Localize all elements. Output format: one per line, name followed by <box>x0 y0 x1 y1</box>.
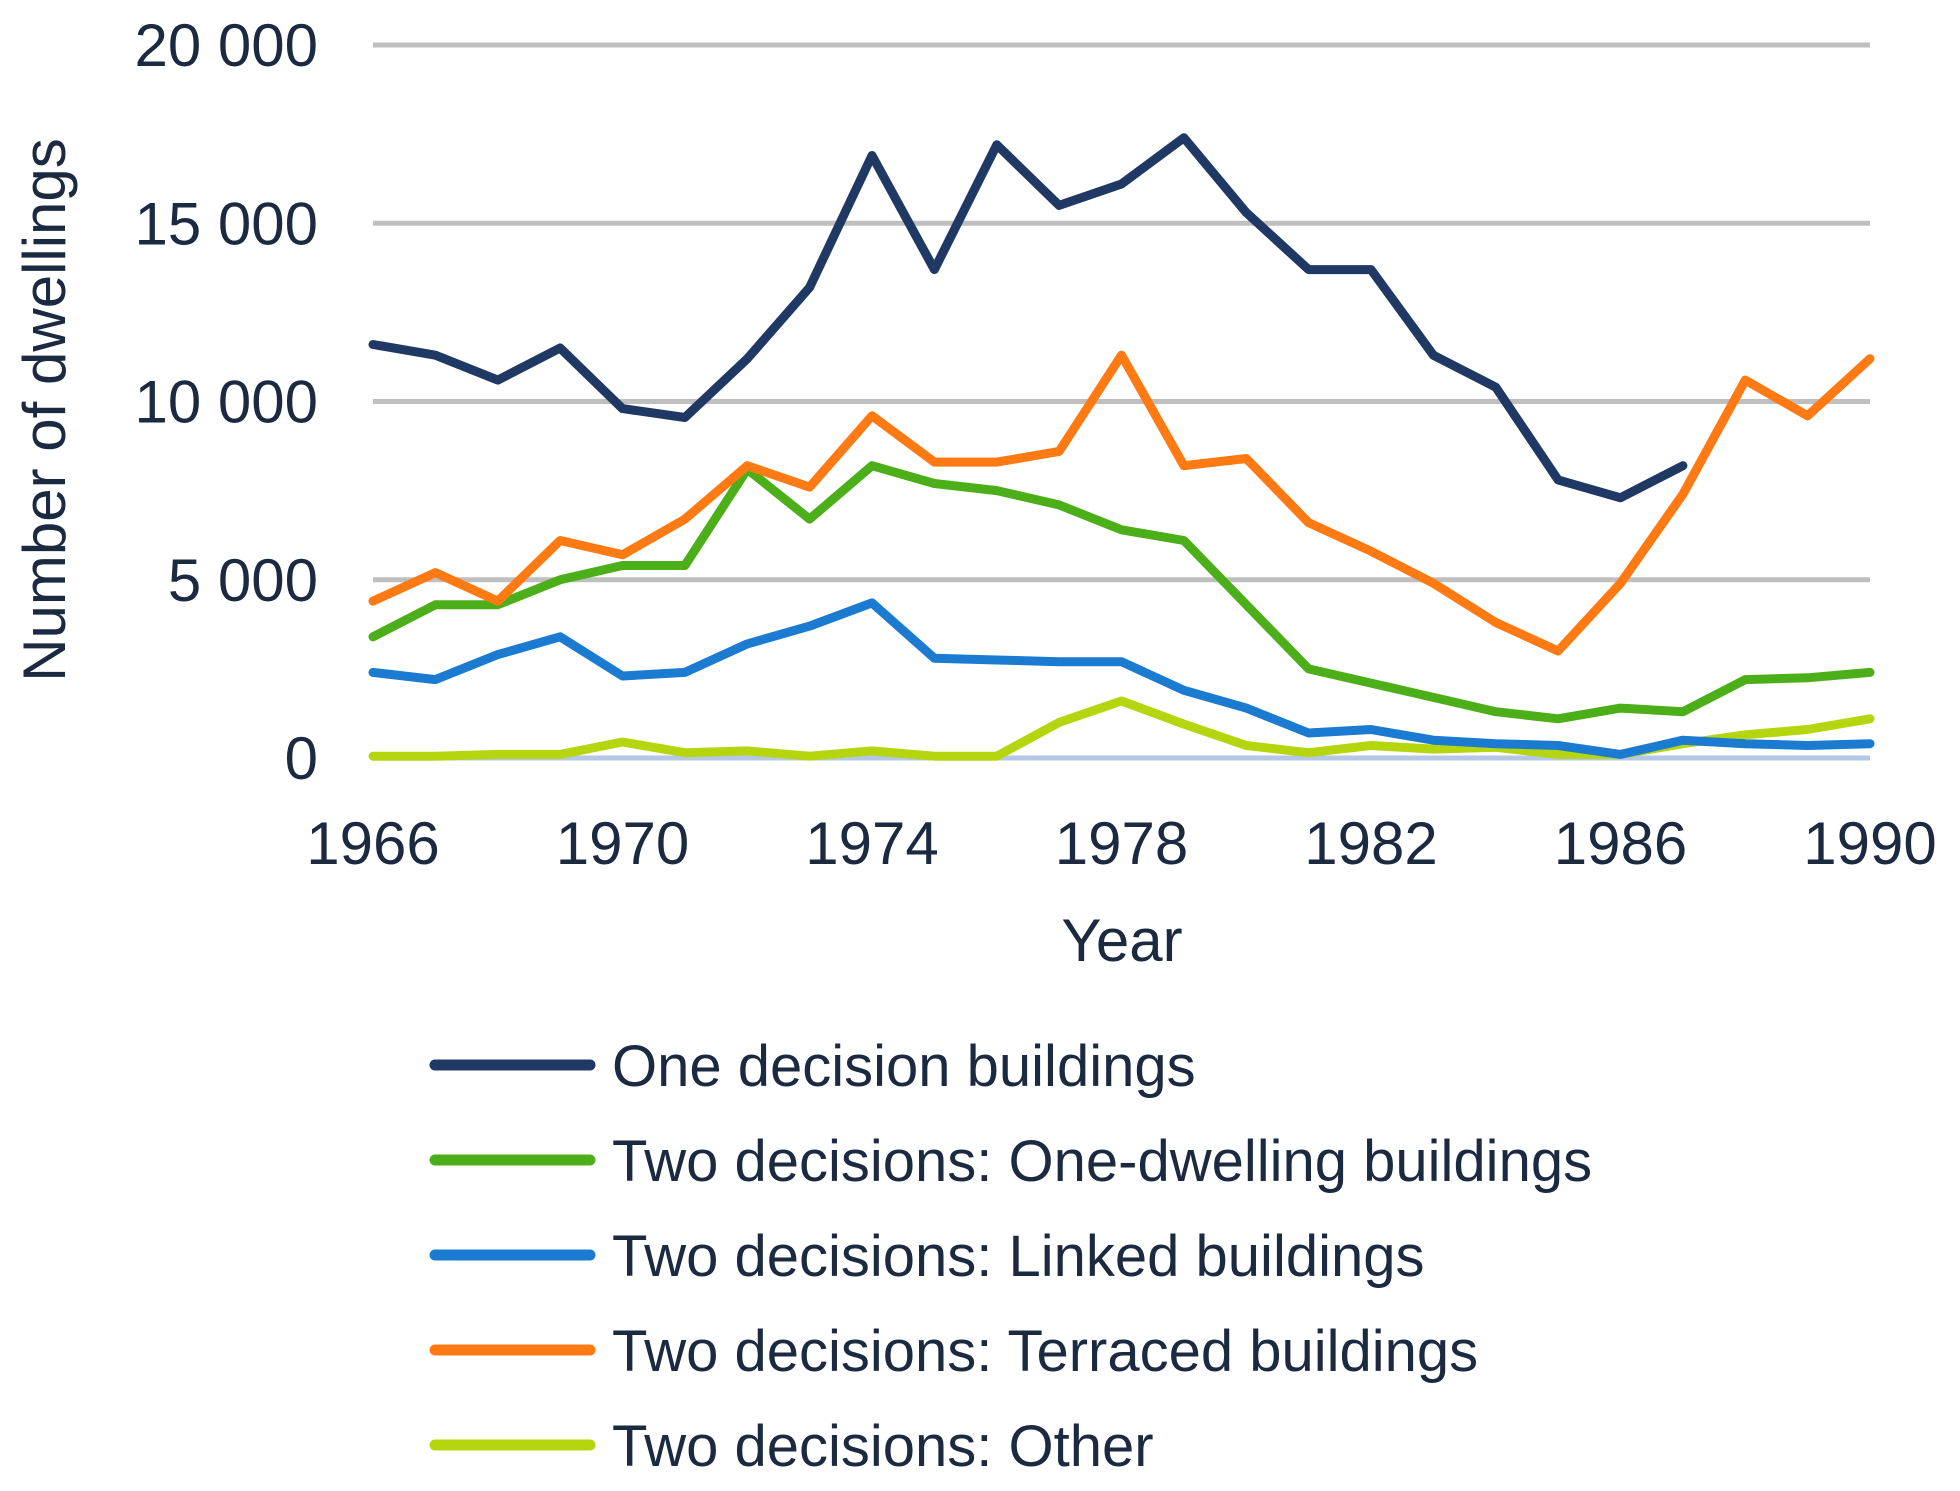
x-axis-title: Year <box>1061 907 1182 974</box>
y-tick-label: 5 000 <box>168 547 318 614</box>
y-axis-title: Number of dwellings <box>11 138 78 682</box>
legend-item: One decision buildings <box>429 1034 1196 1099</box>
series-line-3 <box>368 598 1875 759</box>
legend-label: Two decisions: One-dwelling buildings <box>612 1129 1592 1194</box>
x-tick-label: 1978 <box>1055 810 1188 877</box>
x-tick-label: 1990 <box>1803 810 1936 877</box>
legend-item: Two decisions: Terraced buildings <box>429 1319 1478 1384</box>
series-line-1 <box>368 133 1688 503</box>
legend-item: Two decisions: Linked buildings <box>429 1224 1424 1289</box>
legend-label: Two decisions: Linked buildings <box>612 1224 1424 1289</box>
x-tick-label: 1966 <box>306 810 439 877</box>
series-line-2 <box>368 461 1875 724</box>
y-tick-label: 20 000 <box>134 12 318 79</box>
legend-label: Two decisions: Terraced buildings <box>612 1319 1478 1384</box>
legend-label: Two decisions: Other <box>612 1414 1154 1479</box>
legend-label: One decision buildings <box>612 1034 1196 1099</box>
y-tick-label: 15 000 <box>134 190 318 257</box>
series-lines <box>368 133 1875 761</box>
x-tick-label: 1970 <box>556 810 689 877</box>
legend: One decision buildings Two decisions: One… <box>429 1034 1592 1479</box>
y-tick-label: 10 000 <box>134 369 318 436</box>
x-tick-label: 1974 <box>805 810 938 877</box>
legend-item: Two decisions: Other <box>429 1414 1154 1479</box>
gridlines <box>373 42 1870 583</box>
x-tick-label: 1982 <box>1304 810 1437 877</box>
y-tick-label: 0 <box>285 725 318 792</box>
series-line-4 <box>368 350 1875 656</box>
y-tick-labels: 0 5 000 10 000 15 000 20 000 <box>134 12 318 792</box>
legend-item: Two decisions: One-dwelling buildings <box>429 1129 1592 1194</box>
x-tick-labels: 1966 1970 1974 1978 1982 1986 1990 <box>306 810 1936 877</box>
x-tick-label: 1986 <box>1554 810 1687 877</box>
